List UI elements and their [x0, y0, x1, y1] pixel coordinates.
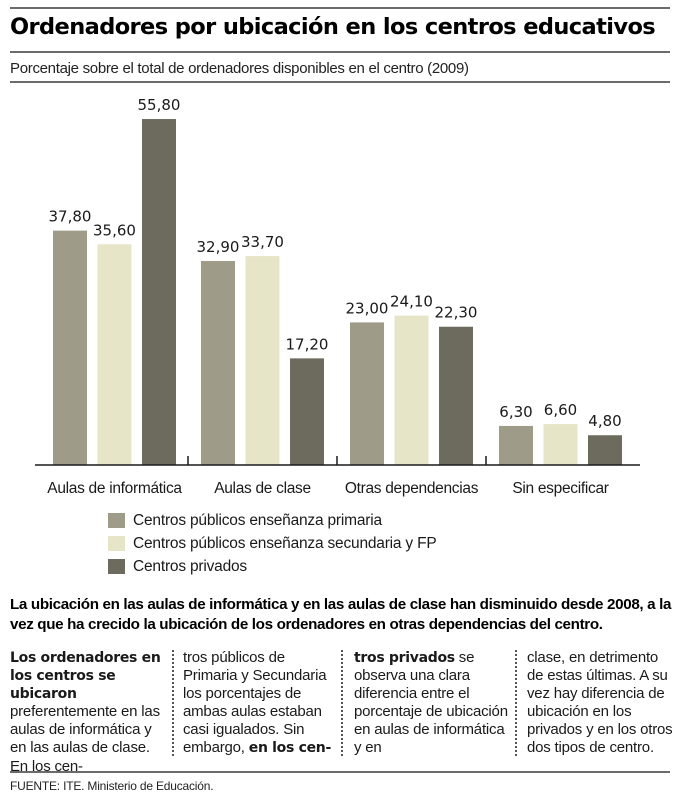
data-label: 33,70	[241, 233, 284, 251]
footer-rule	[10, 771, 670, 773]
legend-item: Centros públicos enseñanza primaria	[108, 509, 437, 532]
column-bold-start: tros privados	[354, 650, 455, 666]
article-column-4: clase, en detrimento de estas últimas. A…	[527, 649, 677, 758]
bar	[290, 358, 324, 465]
bar	[97, 244, 132, 465]
data-label: 24,10	[390, 293, 433, 311]
category-label: Otras dependencias	[345, 480, 479, 497]
x-axis-ticks	[187, 456, 487, 465]
category-label: Sin especificar	[512, 480, 608, 497]
source-note: FUENTE: ITE. Ministerio de Educación.	[10, 779, 214, 793]
bar	[394, 315, 429, 465]
data-label: 22,30	[435, 304, 478, 322]
column-text: tros públicos de Primaria y Secundaria l…	[183, 649, 327, 757]
legend-swatch	[108, 559, 125, 574]
legend-label: Centros privados	[133, 557, 247, 575]
bar	[588, 435, 622, 465]
chart-title: Ordenadores por ubicación en los centros…	[10, 14, 656, 40]
column-bold-end: en los cen-	[248, 740, 332, 757]
legend-item: Centros privados	[108, 555, 437, 578]
legend-item: Centros públicos enseñanza secundaria y …	[108, 532, 437, 555]
data-label: 6,60	[544, 401, 577, 419]
article-column-3: tros privados se observa una clara difer…	[354, 649, 512, 758]
column-divider	[341, 650, 343, 756]
top-rule	[10, 7, 670, 9]
data-label: 4,80	[588, 412, 621, 430]
category-labels-layer: Aulas de informática Aulas de clase Otra…	[47, 480, 609, 497]
bars-layer	[53, 119, 622, 465]
bar	[53, 230, 87, 465]
column-divider	[172, 650, 174, 756]
column-text: preferentemente en las aulas de informát…	[10, 703, 160, 775]
data-label: 35,60	[93, 221, 136, 239]
bar	[499, 425, 533, 465]
data-label: 6,30	[499, 403, 532, 421]
chart-legend: Centros públicos enseñanza primaria Cent…	[108, 509, 437, 578]
subtitle-rule	[10, 81, 670, 83]
legend-swatch	[108, 513, 125, 528]
category-label: Aulas de clase	[214, 480, 311, 497]
column-text: clase, en detrimento de estas últimas. A…	[527, 649, 673, 757]
chart-subtitle: Porcentaje sobre el total de ordenadores…	[10, 60, 469, 77]
data-label: 17,20	[286, 335, 329, 353]
column-bold-start: Los ordenadores en los centros se ubicar…	[10, 650, 161, 703]
legend-label: Centros públicos enseñanza primaria	[133, 511, 382, 529]
legend-label: Centros públicos enseñanza secundaria y …	[133, 534, 437, 552]
data-label: 32,90	[197, 238, 240, 256]
article-lead: La ubicación en las aulas de informática…	[10, 596, 672, 633]
bar	[439, 326, 473, 465]
column-divider	[515, 650, 517, 756]
bar	[245, 256, 280, 465]
bar	[543, 424, 578, 465]
category-label: Aulas de informática	[47, 480, 182, 497]
bar	[350, 322, 384, 465]
data-label: 55,80	[138, 96, 181, 114]
data-label: 23,00	[346, 299, 389, 317]
title-rule	[10, 51, 670, 53]
article-column-2: tros públicos de Primaria y Secundaria l…	[183, 649, 341, 758]
article-column-1: Los ordenadores en los centros se ubicar…	[10, 649, 168, 776]
bar	[142, 119, 176, 465]
data-label: 37,80	[49, 208, 92, 226]
legend-swatch	[108, 536, 125, 551]
bar	[201, 261, 235, 465]
column-text: se observa una clara diferencia entre el…	[354, 649, 508, 757]
